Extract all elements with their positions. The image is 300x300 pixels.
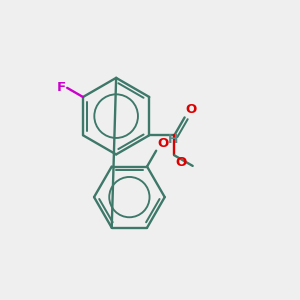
Text: O: O — [176, 156, 187, 169]
Text: O: O — [157, 137, 168, 150]
Text: O: O — [186, 103, 197, 116]
Text: H: H — [168, 133, 178, 146]
Text: F: F — [57, 81, 66, 94]
